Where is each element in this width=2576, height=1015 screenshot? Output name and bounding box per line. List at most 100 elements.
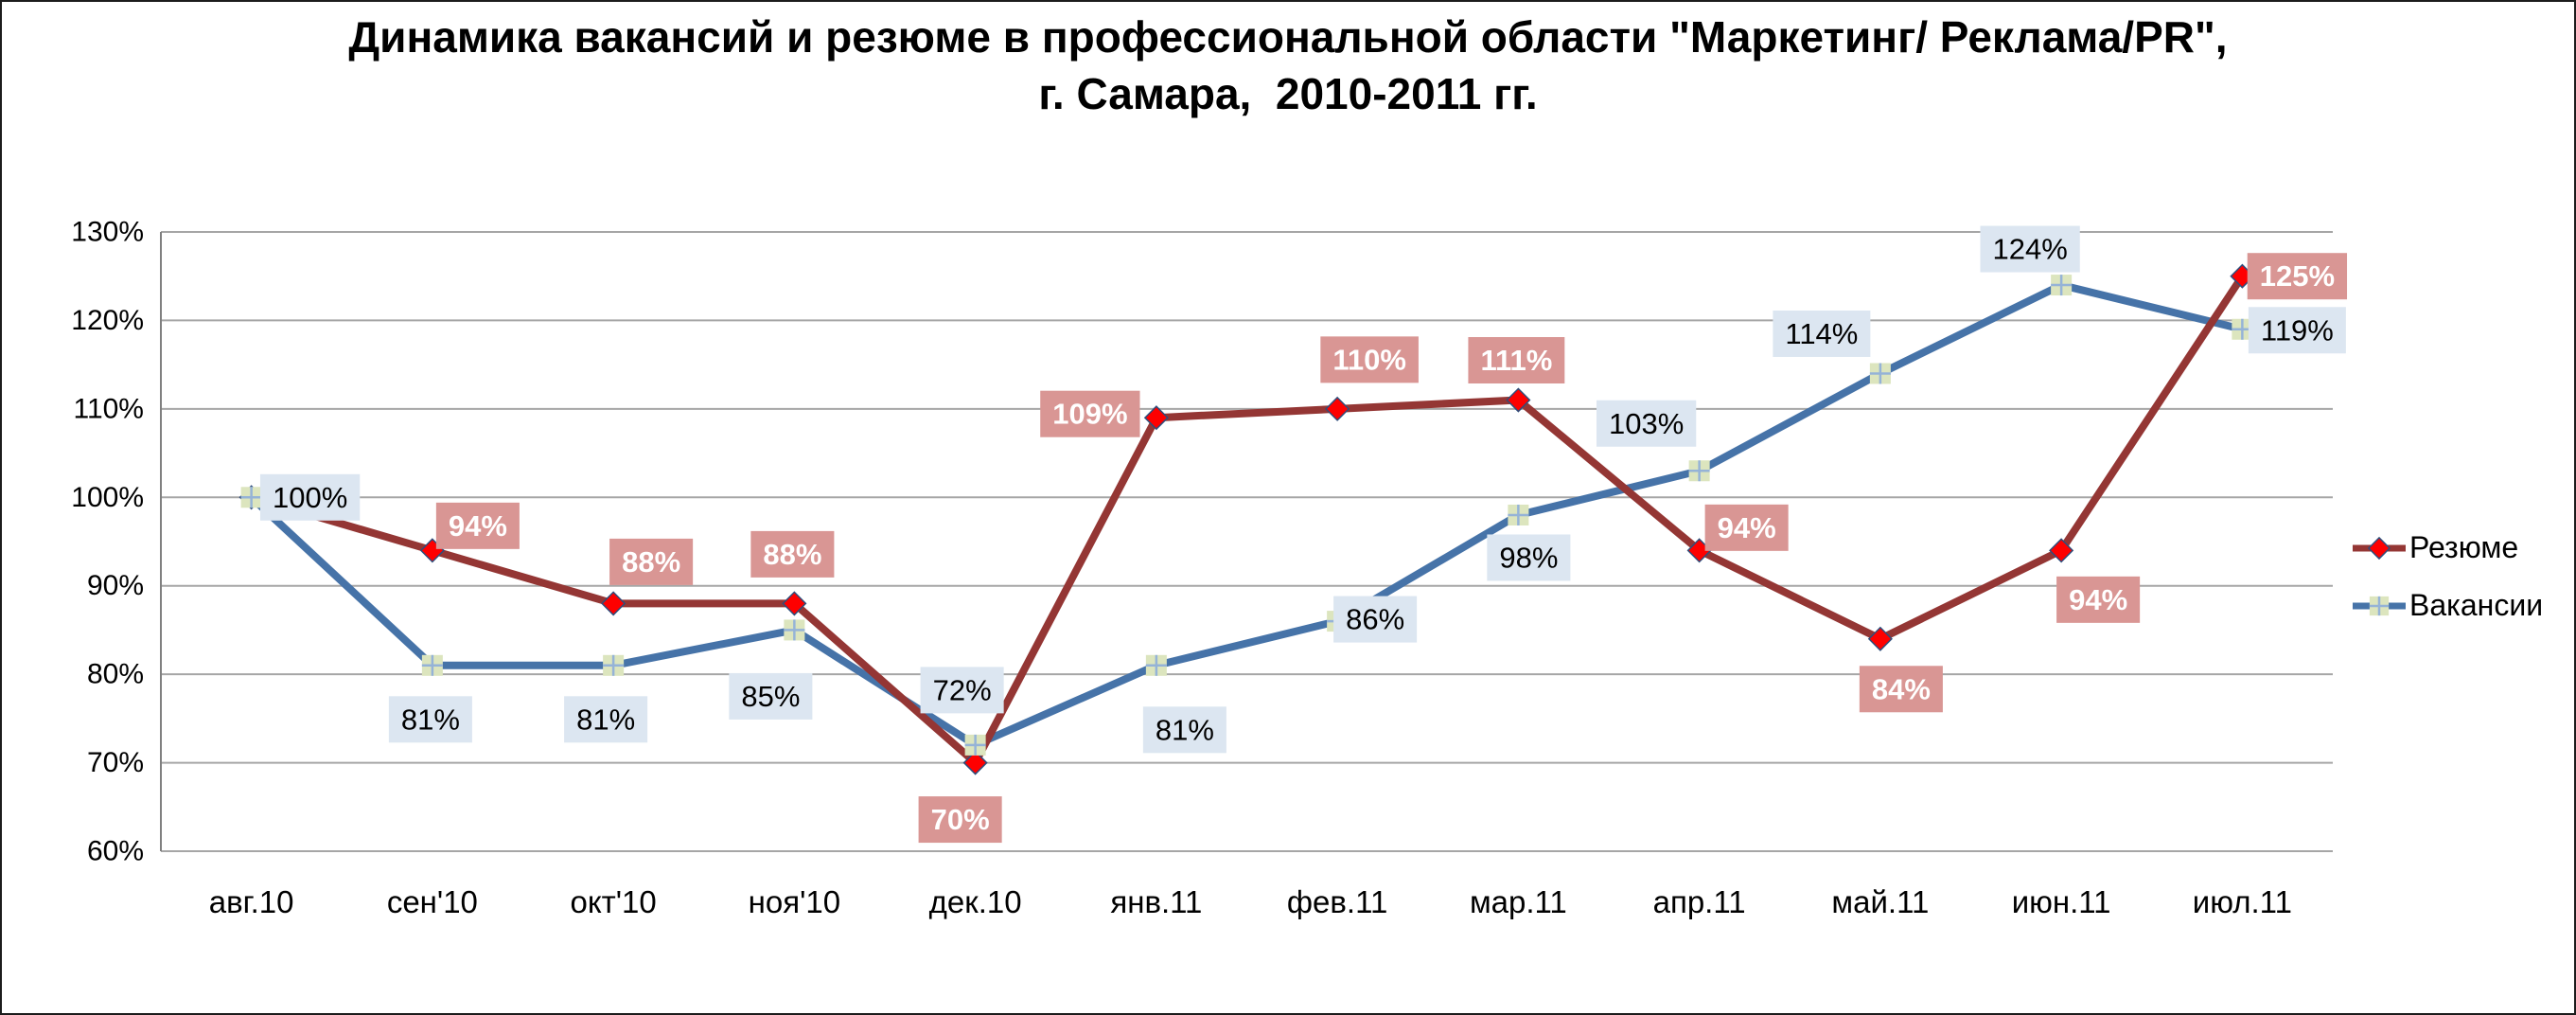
data-point-label-bg <box>1040 390 1140 437</box>
data-point-label: 114% <box>1773 310 1871 357</box>
x-axis-tick-label: янв.11 <box>1110 884 1202 919</box>
resume-legend-line-icon <box>2353 536 2406 560</box>
x-axis-tick-label: мар.11 <box>1470 884 1567 919</box>
vacancies-series-line <box>247 281 2247 749</box>
chart-title: Динамика вакансий и резюме в профессиона… <box>2 9 2574 123</box>
resume-data-labels: 94% 88% 88% 70% 109% 110% 111% 94% 84% 94% 125% <box>435 253 2348 844</box>
resume-series-marker-icon <box>2351 534 2408 562</box>
resume-diamond-marker-icon <box>962 750 988 775</box>
legend-label-vacancies: Вакансии <box>2409 588 2544 622</box>
data-point-label-text: 85% <box>741 680 800 713</box>
data-point-label-text: 98% <box>1499 541 1558 574</box>
data-point-label: 103% <box>1596 400 1697 447</box>
legend-item-resume: Резюме <box>2351 530 2543 565</box>
data-point-label: 94% <box>1704 504 1789 551</box>
resume-diamond-marker-icon <box>1867 626 1893 651</box>
data-point-label: 81% <box>564 696 648 743</box>
y-axis-tick-label: 80% <box>87 659 144 690</box>
y-axis-tick-label: 110% <box>73 393 144 424</box>
x-axis-tick-label: июл.11 <box>2193 884 2292 919</box>
data-point-label: 98% <box>1487 534 1571 581</box>
resume-diamond-marker-icon <box>1325 396 1350 421</box>
data-point-label-text: 109% <box>1052 398 1127 431</box>
vacancies-series-markers <box>240 275 2253 756</box>
data-point-label-text: 124% <box>1992 233 2067 266</box>
data-point-label-bg <box>1704 504 1789 551</box>
data-point-label-text: 94% <box>449 509 507 543</box>
data-point-label-text: 81% <box>401 703 460 736</box>
data-point-label-text: 81% <box>576 703 635 736</box>
data-point-label: 81% <box>1142 706 1226 754</box>
data-point-label-bg <box>1142 706 1226 754</box>
data-point-label: 119% <box>2248 307 2346 354</box>
data-point-label-bg <box>1859 666 1943 713</box>
data-point-label: 125% <box>2247 253 2348 300</box>
x-axis-tick-labels: авг.10 сен'10 окт'10 ноя'10 дек.10 янв.11 фев.… <box>209 884 2292 919</box>
x-axis-tick-label: май.11 <box>1831 884 1929 919</box>
gridlines <box>161 231 2333 852</box>
vacancies-legend-line-icon <box>2353 596 2406 615</box>
data-point-label: 81% <box>388 696 472 743</box>
data-point-label-bg <box>1596 400 1697 447</box>
data-point-label: 85% <box>729 672 813 720</box>
data-point-label: 109% <box>1040 390 1140 437</box>
data-point-label-bg <box>2247 253 2348 300</box>
resume-diamond-marker-icon <box>1143 405 1169 431</box>
legend-item-vacancies: Вакансии <box>2351 588 2543 623</box>
data-point-label-bg <box>2248 307 2346 354</box>
data-point-label-bg <box>1333 596 1418 643</box>
resume-diamond-marker-icon <box>782 591 807 616</box>
y-axis-tick-label: 90% <box>87 570 144 601</box>
resume-diamond-marker-icon <box>601 591 626 616</box>
data-point-label: 94% <box>435 502 520 549</box>
data-point-label-bg <box>1468 337 1565 384</box>
data-point-label: 70% <box>918 796 1002 844</box>
y-axis-tick-label: 100% <box>71 482 144 513</box>
y-axis-tick-label: 60% <box>87 836 144 867</box>
data-point-label: 110% <box>1320 336 1419 383</box>
data-point-label-bg <box>609 538 694 585</box>
chart-legend: Резюме Вакансии <box>2351 530 2543 623</box>
data-point-label-bg <box>435 502 520 549</box>
data-point-label: 94% <box>2056 576 2141 623</box>
data-point-label-bg <box>729 672 813 720</box>
data-point-label-bg <box>920 667 1004 714</box>
x-axis-tick-label: авг.10 <box>209 884 294 919</box>
data-point-label-text: 119% <box>2261 313 2334 347</box>
data-point-label: 72% <box>920 667 1004 714</box>
resume-diamond-marker-icon <box>2049 538 2074 563</box>
chart-title-line2: г. Самара, 2010-2011 гг. <box>1038 68 1538 118</box>
data-point-label-text: 100% <box>273 481 347 514</box>
data-point-label-bg <box>2056 576 2141 623</box>
data-point-label: 111% <box>1468 337 1565 384</box>
data-point-label: 100% <box>259 473 361 521</box>
data-point-label-text: 84% <box>1872 672 1931 705</box>
resume-diamond-marker-icon <box>1506 387 1531 413</box>
data-point-label-bg <box>1773 310 1871 357</box>
data-point-label-text: 103% <box>1609 407 1684 440</box>
data-point-label-bg <box>388 696 472 743</box>
data-point-label-text: 111% <box>1480 344 1552 377</box>
data-point-label-text: 114% <box>1785 317 1858 350</box>
data-point-label-bg <box>918 796 1002 844</box>
data-point-label: 124% <box>1980 225 2080 273</box>
x-axis-tick-label: сен'10 <box>387 884 478 919</box>
x-axis-tick-label: июн.11 <box>2012 884 2111 919</box>
resume-diamond-marker-icon <box>2367 536 2391 560</box>
y-axis-tick-label: 130% <box>71 217 144 248</box>
data-point-label-text: 70% <box>931 803 990 836</box>
y-axis-tick-labels: 60% 70% 80% 90% 100% 110% 120% 130% <box>71 217 144 867</box>
data-point-label-text: 94% <box>1718 511 1776 544</box>
chart-title-line1: Динамика вакансий и резюме в профессиона… <box>348 12 2228 62</box>
data-point-label-text: 125% <box>2260 259 2335 293</box>
vacancies-data-labels: 100% 81% 81% 85% 72% 81% 86% 98% 103% 114% 124% 119… <box>259 225 2346 754</box>
data-point-label-bg <box>1487 534 1571 581</box>
x-axis-tick-label: дек.10 <box>929 884 1022 919</box>
data-point-label-bg <box>750 530 835 578</box>
data-point-label-bg <box>1980 225 2080 273</box>
data-point-label: 88% <box>750 530 835 578</box>
data-point-label-text: 94% <box>2069 583 2127 616</box>
data-point-label-text: 72% <box>933 673 992 706</box>
